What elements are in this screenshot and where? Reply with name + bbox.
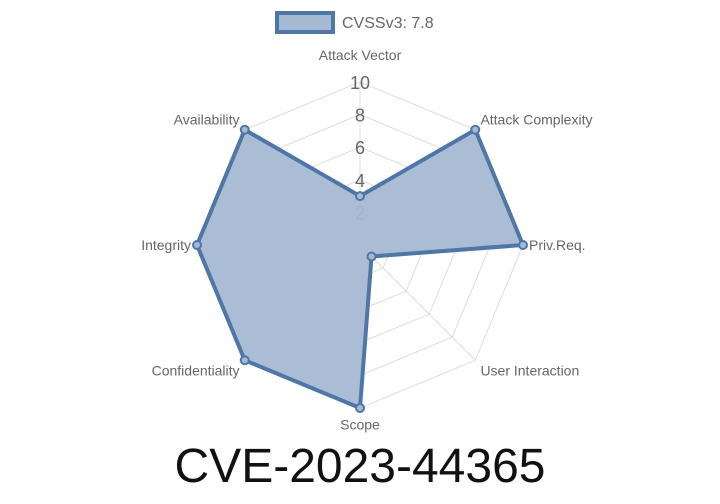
axis-label: Integrity <box>141 237 191 253</box>
data-point[interactable] <box>192 240 202 250</box>
axis-label: User Interaction <box>480 362 579 378</box>
data-point[interactable] <box>239 124 250 135</box>
legend-swatch <box>275 11 335 34</box>
series <box>192 124 528 413</box>
data-point[interactable] <box>355 191 365 202</box>
axis-label: Priv.Req. <box>529 237 586 253</box>
axis-label: Scope <box>340 416 380 432</box>
tick-label: 6 <box>355 138 365 158</box>
chart-title: CVE-2023-44365 <box>175 440 546 493</box>
axis-labels: Attack Vector Attack Complexity Priv.Req. U… <box>141 47 592 432</box>
data-point[interactable] <box>355 403 365 413</box>
data-point[interactable] <box>239 355 250 366</box>
data-point[interactable] <box>366 251 377 262</box>
legend-label: CVSSv3: 7.8 <box>342 15 434 32</box>
tick-label: 8 <box>355 106 365 126</box>
axis-label: Attack Vector <box>319 47 402 63</box>
axis-label: Availability <box>174 112 240 128</box>
grid-spoke <box>359 244 476 361</box>
data-point[interactable] <box>518 240 528 250</box>
data-point[interactable] <box>470 124 481 135</box>
axis-label: Confidentiality <box>152 362 240 378</box>
legend[interactable]: CVSSv3: 7.8 <box>275 11 434 34</box>
axis-label: Attack Complexity <box>480 112 592 128</box>
tick-label: 4 <box>355 171 365 191</box>
tick-label: 10 <box>350 73 370 93</box>
